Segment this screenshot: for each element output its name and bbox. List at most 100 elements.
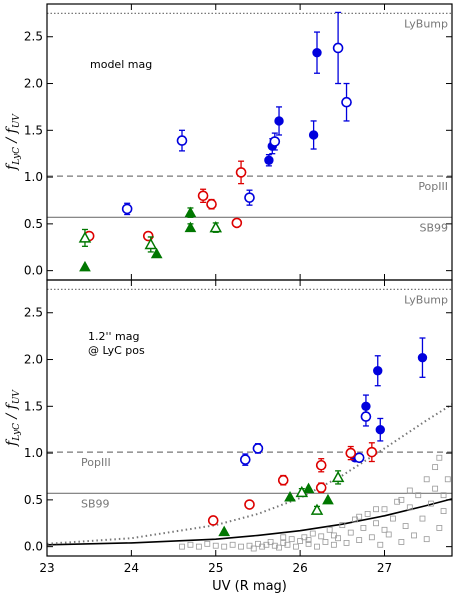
data-point-circle [252,443,264,454]
simulation-square [187,541,194,548]
data-point-circle [207,515,219,526]
y-axis-labels: fLyC / fUV fLyC / fUV [4,113,22,447]
data-point-circle [121,203,133,215]
data-point-triangle [310,503,324,515]
data-point-circle [244,499,255,510]
simulation-square [385,531,392,538]
reference-label: SB99 [419,221,448,234]
data-point-circle [231,217,243,229]
y-tick-label: 0.5 [24,217,43,231]
simulation-square [373,506,379,513]
data-point-circle [366,446,378,458]
y-tick-label: 2.5 [24,30,43,44]
simulation-square [305,537,312,543]
simulation-square [330,541,337,548]
data-point-circle [315,459,327,471]
data-point-triangle [78,231,92,243]
simulation-square [322,539,329,545]
simulation-square [356,537,363,543]
simulation-square [271,542,278,549]
data-point-circle [312,47,322,58]
x-axis-label: UV (R mag) [212,579,287,594]
panel-annotation: 1.2'' mag [88,330,139,343]
simulation-square [293,543,299,550]
data-point-triangle [79,260,91,272]
simulation-square [411,532,417,539]
data-point-circle [239,454,251,465]
simulation-square [381,526,388,533]
y-tick-label: 1.5 [24,399,43,413]
data-point-circle [244,192,255,203]
simulation-square [318,533,325,540]
data-point-triangle [302,482,315,494]
y-axis-label: fLyC / fUV [4,389,22,447]
x-tick-label: 24 [124,561,139,575]
y-tick-label: 0.5 [24,493,43,507]
x-tick-label: 25 [208,561,223,575]
simulation-square [436,454,443,461]
simulation-square [390,515,396,522]
reference-label: PopIII [418,180,448,193]
y-tick-label: 1.5 [24,123,43,137]
data-point-circle [277,474,289,486]
simulation-square [360,525,367,531]
simulation-square [326,526,333,533]
data-point-triangle [150,247,163,259]
data-point-triangle [184,206,197,218]
simulation-square [229,541,236,548]
simulation-square [377,541,384,548]
simulation-square [280,534,287,541]
simulation-square [250,545,257,552]
panel-annotation: model mag [90,58,152,71]
simulation-square [432,464,439,471]
x-tick-label: 26 [292,561,307,575]
simulation-square [423,536,430,543]
simulation-square [436,525,443,531]
simulation-square [444,476,451,483]
data-point-circle [176,135,188,146]
y-tick-label: 2.0 [24,353,43,367]
reference-label: SB99 [81,497,110,510]
simulation-square [415,492,422,499]
x-tick-label: 23 [39,561,54,575]
simulation-square [195,543,202,550]
data-point-triangle [284,491,296,502]
simulation-square [309,530,316,537]
simulation-square [343,540,350,546]
y-tick-label: 1.0 [24,446,43,460]
y-tick-label: 2.0 [24,77,43,91]
data-point-circle [345,447,357,459]
data-point-circle [360,411,372,422]
simulation-square [419,515,426,522]
simulation-square [364,510,371,517]
data-point-circle [341,96,352,108]
reference-label: LyBump [404,293,448,306]
simulation-square [432,485,439,492]
data-point-circle [274,116,284,126]
data-point-circle [308,130,319,140]
simulation-square [423,476,430,483]
simulation-square [394,498,401,505]
y-tick-label: 1.0 [24,170,43,184]
data-point-triangle [331,470,345,483]
simulation-square [330,532,337,539]
reference-label: LyBump [404,17,448,30]
y-tick-label: 0.0 [24,540,43,554]
data-point-circle [417,352,428,363]
y-axis-label: fLyC / fUV [4,113,22,171]
simulation-square [406,504,413,511]
y-tick-label: 0.0 [24,264,43,278]
data-point-circle [332,42,344,54]
simulation-square [398,496,405,503]
simulation-square [402,523,409,529]
data-point-circle [353,452,365,464]
simulation-square [297,538,304,544]
data-point-circle [235,167,247,178]
plot-frame [46,3,453,281]
x-tick-label: 27 [377,561,392,575]
simulation-square [428,500,434,507]
y-tick-label: 2.5 [24,306,43,320]
data-point-circle [264,155,274,165]
simulation-square [212,542,219,549]
